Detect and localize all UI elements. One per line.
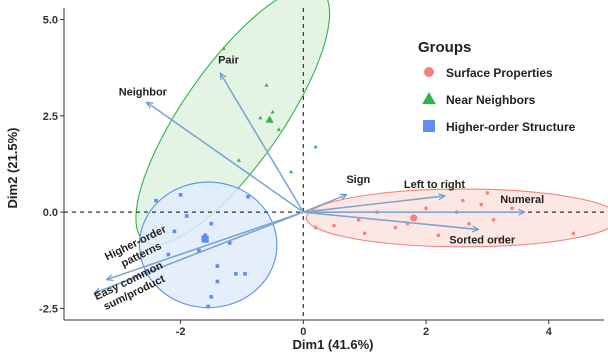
point-0-13 bbox=[510, 206, 514, 211]
x-axis-label: Dim1 (41.6%) bbox=[293, 337, 374, 352]
loading-label-4: Numeral bbox=[500, 194, 544, 206]
point-2-6 bbox=[209, 295, 214, 299]
loading-arrow-5 bbox=[303, 211, 478, 229]
point-0-7 bbox=[436, 233, 441, 238]
point-1-0 bbox=[221, 46, 226, 50]
point-2-15 bbox=[178, 193, 183, 197]
legend-title: Groups bbox=[418, 39, 471, 56]
legend: Groups Surface Properties Near Neighbors H… bbox=[418, 39, 576, 134]
y-tick-label-0: -2.5 bbox=[39, 303, 58, 315]
point-1-1 bbox=[258, 115, 263, 120]
loading-arrow-6 bbox=[107, 211, 304, 279]
point-2-13 bbox=[206, 304, 211, 309]
loading-label-7: Easy commonsum/product bbox=[93, 259, 171, 314]
point-2-5 bbox=[215, 279, 220, 284]
point-2-9 bbox=[246, 194, 250, 199]
point-0-11 bbox=[491, 218, 496, 222]
loading-label-text-0: Neighbor bbox=[119, 86, 168, 98]
point-2-8 bbox=[234, 271, 238, 276]
x-tick-label-1: 0 bbox=[300, 326, 306, 338]
point-0-10 bbox=[479, 202, 484, 207]
point-0-17 bbox=[461, 198, 465, 203]
point-0-9 bbox=[467, 221, 471, 226]
centroid-0 bbox=[410, 214, 418, 222]
point-2-4 bbox=[215, 264, 220, 268]
loading-label-text-3: Left to right bbox=[404, 179, 465, 191]
point-1-4 bbox=[236, 158, 241, 162]
x-tick-label-3: 4 bbox=[546, 326, 553, 338]
legend-label-2: Higher-order Structure bbox=[446, 120, 576, 134]
loading-label-1: Pair bbox=[218, 54, 240, 66]
point-2-12 bbox=[197, 248, 201, 253]
point-0-4 bbox=[393, 225, 398, 230]
axes: -2 0 2 4 -2.5 0.0 2.5 5.0 bbox=[39, 8, 604, 338]
loading-label-0: Neighbor bbox=[119, 86, 168, 98]
point-2-3 bbox=[209, 221, 214, 226]
point-0-15 bbox=[485, 191, 490, 195]
y-tick-label-2: 2.5 bbox=[43, 111, 58, 123]
x-tick-label-0: -2 bbox=[176, 326, 186, 338]
point-2-11 bbox=[203, 233, 207, 238]
point-2-7 bbox=[227, 241, 232, 245]
point-2-2 bbox=[184, 214, 189, 218]
point-1-3 bbox=[276, 127, 281, 131]
loading-arrow-3 bbox=[303, 196, 444, 213]
point-0-1 bbox=[332, 223, 336, 228]
legend-label-0: Surface Properties bbox=[446, 66, 553, 80]
loading-label-text-4: Numeral bbox=[500, 194, 544, 206]
legend-label-1: Near Neighbors bbox=[446, 93, 536, 107]
loading-arrow-0 bbox=[147, 102, 304, 213]
legend-marker-2 bbox=[423, 120, 435, 132]
x-tick-label-2: 2 bbox=[423, 326, 429, 338]
legend-marker-1 bbox=[422, 92, 436, 105]
centroid-1 bbox=[265, 115, 274, 123]
y-axis-label: Dim2 (21.5%) bbox=[5, 128, 20, 209]
loading-label-text-7: Easy commonsum/product bbox=[93, 259, 171, 314]
loading-arrow-1 bbox=[220, 73, 305, 213]
loading-label-2: Sign bbox=[346, 174, 370, 186]
point-0-12 bbox=[497, 237, 502, 241]
point-0-2 bbox=[356, 218, 361, 222]
point-0-6 bbox=[424, 206, 428, 211]
y-tick-label-3: 5.0 bbox=[43, 15, 58, 27]
loading-arrow-7 bbox=[95, 211, 304, 293]
legend-marker-0 bbox=[424, 67, 434, 77]
loading-arrow-2 bbox=[303, 195, 346, 213]
point-2-14 bbox=[243, 271, 247, 276]
point-0-0 bbox=[313, 225, 318, 230]
centroid-2 bbox=[201, 235, 209, 243]
point-1-5 bbox=[313, 144, 318, 149]
point-1-2 bbox=[270, 109, 275, 114]
point-0-14 bbox=[571, 231, 576, 236]
point-1-7 bbox=[264, 82, 269, 87]
loading-label-3: Left to right bbox=[404, 179, 465, 191]
point-1-6 bbox=[288, 169, 294, 174]
loading-label-text-2: Sign bbox=[346, 174, 370, 186]
loading-label-5: Sorted order bbox=[449, 234, 516, 246]
loading-label-text-5: Sorted order bbox=[449, 234, 516, 246]
y-tick-label-1: 0.0 bbox=[43, 207, 58, 219]
point-2-10 bbox=[166, 252, 171, 257]
point-2-0 bbox=[154, 198, 158, 203]
loading-label-text-1: Pair bbox=[218, 54, 240, 66]
point-2-1 bbox=[172, 229, 177, 234]
point-0-16 bbox=[362, 231, 367, 236]
confidence-ellipses bbox=[135, 0, 608, 309]
